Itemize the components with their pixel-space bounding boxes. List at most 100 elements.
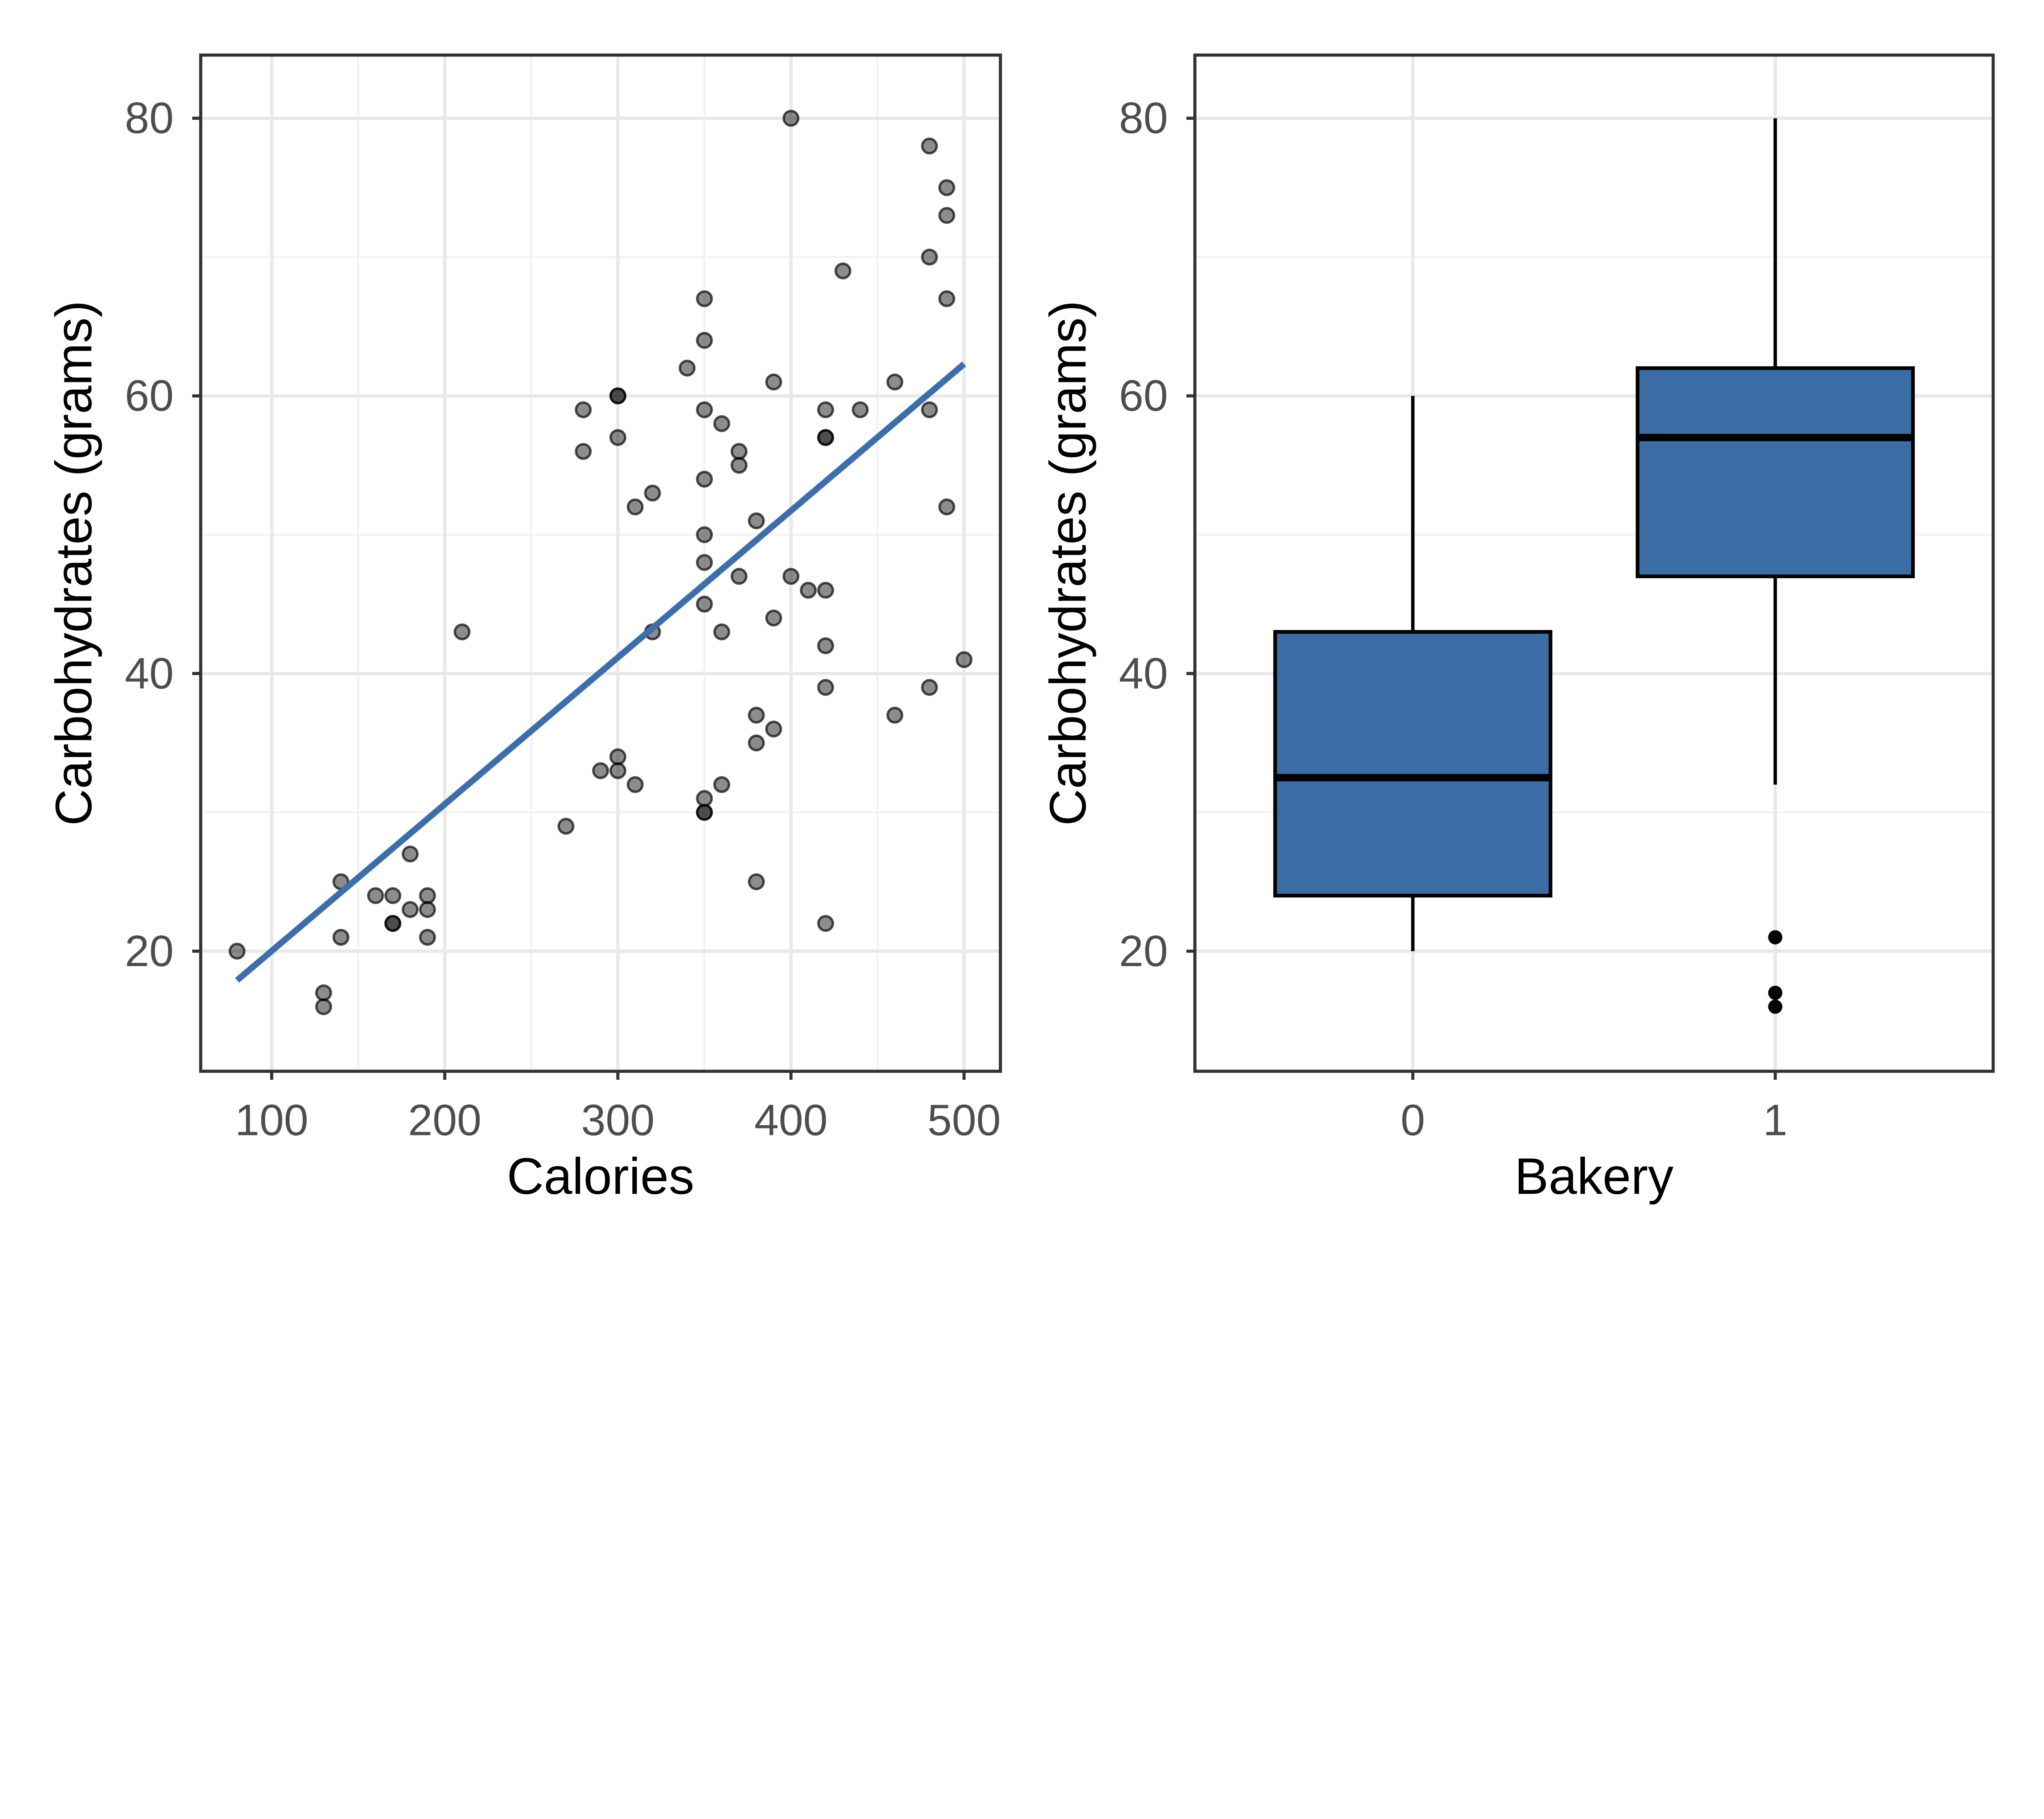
scatter-point [731, 443, 748, 460]
scatter-point [367, 887, 384, 904]
scatter-point [817, 679, 834, 696]
boxplot-panel: 0 1 20 40 60 80 Bakery Carbohydrates (grams) [1040, 53, 1995, 1205]
x-axis-title: Calories [507, 1148, 694, 1205]
scatter-point [332, 929, 350, 946]
scatter-point [575, 443, 592, 460]
scatter-point [748, 873, 765, 890]
x-tick-label: 1 [1763, 1095, 1788, 1144]
y-tick-label: 60 [125, 371, 174, 420]
x-tick-label: 0 [1401, 1095, 1425, 1144]
scatter-point [592, 762, 609, 779]
scatter-panel: 100 200 300 400 500 20 40 60 80 Calories Carbohydr… [46, 53, 1002, 1205]
scatter-point [921, 679, 938, 696]
scatter-point [921, 249, 938, 266]
scatter-point [765, 720, 782, 738]
scatter-point [627, 776, 644, 793]
scatter-point [713, 623, 731, 641]
scatter-point [609, 387, 627, 404]
box-0 [1273, 630, 1553, 898]
scatter-point [696, 595, 713, 613]
panel-border [199, 53, 1002, 1073]
x-tick-label: 100 [235, 1095, 309, 1144]
y-tick-label: 40 [125, 649, 174, 698]
outlier-point [1768, 930, 1782, 944]
y-tick-label: 20 [125, 926, 174, 976]
scatter-point [731, 457, 748, 474]
y-tick-label: 20 [1119, 926, 1168, 976]
scatter-point [315, 998, 332, 1015]
scatter-point [644, 484, 661, 502]
y-tick-label: 80 [125, 94, 174, 143]
two-panel-figure: 100 200 300 400 500 20 40 60 80 Calories Carbohydr… [45, 53, 1995, 1205]
y-axis-title: Carbohydrates (grams) [46, 301, 103, 826]
y-tick-label: 60 [1119, 371, 1168, 420]
scatter-point [886, 707, 903, 724]
scatter-point [748, 734, 765, 751]
box-1 [1636, 366, 1915, 579]
scatter-point [609, 748, 627, 765]
scatter-point [834, 262, 852, 280]
scatter-point [609, 762, 627, 779]
scatter-point [384, 887, 401, 904]
outlier-point [1768, 999, 1782, 1014]
x-tick-label: 200 [408, 1095, 482, 1144]
scatter-point [782, 110, 800, 127]
scatter-point [817, 401, 834, 418]
scatter-point [696, 554, 713, 571]
scatter-point [609, 429, 627, 446]
scatter-point [679, 359, 696, 377]
scatter-point [938, 498, 955, 516]
scatter-point [557, 818, 575, 835]
scatter-point [817, 429, 834, 446]
y-tick-label: 80 [1119, 94, 1168, 143]
regression-line [235, 361, 966, 983]
scatter-point [696, 471, 713, 488]
figure-canvas: 100 200 300 400 50020406080CaloriesCarbohydr… [46, 53, 1995, 1205]
scatter-point [575, 401, 592, 418]
scatter-point [401, 901, 419, 918]
scatter-point [921, 401, 938, 418]
x-axis-title: Bakery [1515, 1148, 1674, 1205]
scatter-point [921, 137, 938, 155]
y-tick-label: 40 [1119, 649, 1168, 698]
scatter-point [938, 290, 955, 307]
scatter-point [765, 609, 782, 627]
scatter-point [696, 401, 713, 418]
x-tick-label: 500 [928, 1095, 1001, 1144]
scatter-point [748, 707, 765, 724]
scatter-point [800, 581, 817, 599]
scatter-point [748, 512, 765, 529]
scatter-point [782, 568, 800, 585]
scatter-point [696, 790, 713, 807]
scatter-point [315, 984, 332, 1001]
scatter-point [765, 373, 782, 390]
scatter-point [229, 942, 246, 960]
scatter-point [384, 915, 401, 932]
outlier-point [1768, 985, 1782, 1000]
scatter-point [713, 776, 731, 793]
scatter-point [852, 401, 869, 418]
scatter-point [696, 332, 713, 349]
scatter-point [731, 568, 748, 585]
x-tick-label: 400 [754, 1095, 828, 1144]
scatter-point [453, 623, 471, 641]
scatter-point [419, 887, 436, 904]
x-tick-label: 300 [581, 1095, 655, 1144]
scatter-point [419, 901, 436, 918]
scatter-point [401, 846, 419, 863]
scatter-point [886, 373, 903, 390]
scatter-point [696, 804, 713, 821]
scatter-point [419, 929, 436, 946]
scatter-point [696, 290, 713, 307]
scatter-point [696, 526, 713, 543]
scatter-point [938, 207, 955, 224]
scatter-point [817, 637, 834, 655]
y-axis-title: Carbohydrates (grams) [1040, 301, 1097, 826]
scatter-point [713, 415, 731, 432]
panel-border [1193, 53, 1995, 1073]
scatter-point [955, 651, 973, 668]
scatter-point [938, 179, 955, 196]
scatter-point [817, 581, 834, 599]
scatter-point [817, 915, 834, 932]
scatter-point [627, 498, 644, 516]
